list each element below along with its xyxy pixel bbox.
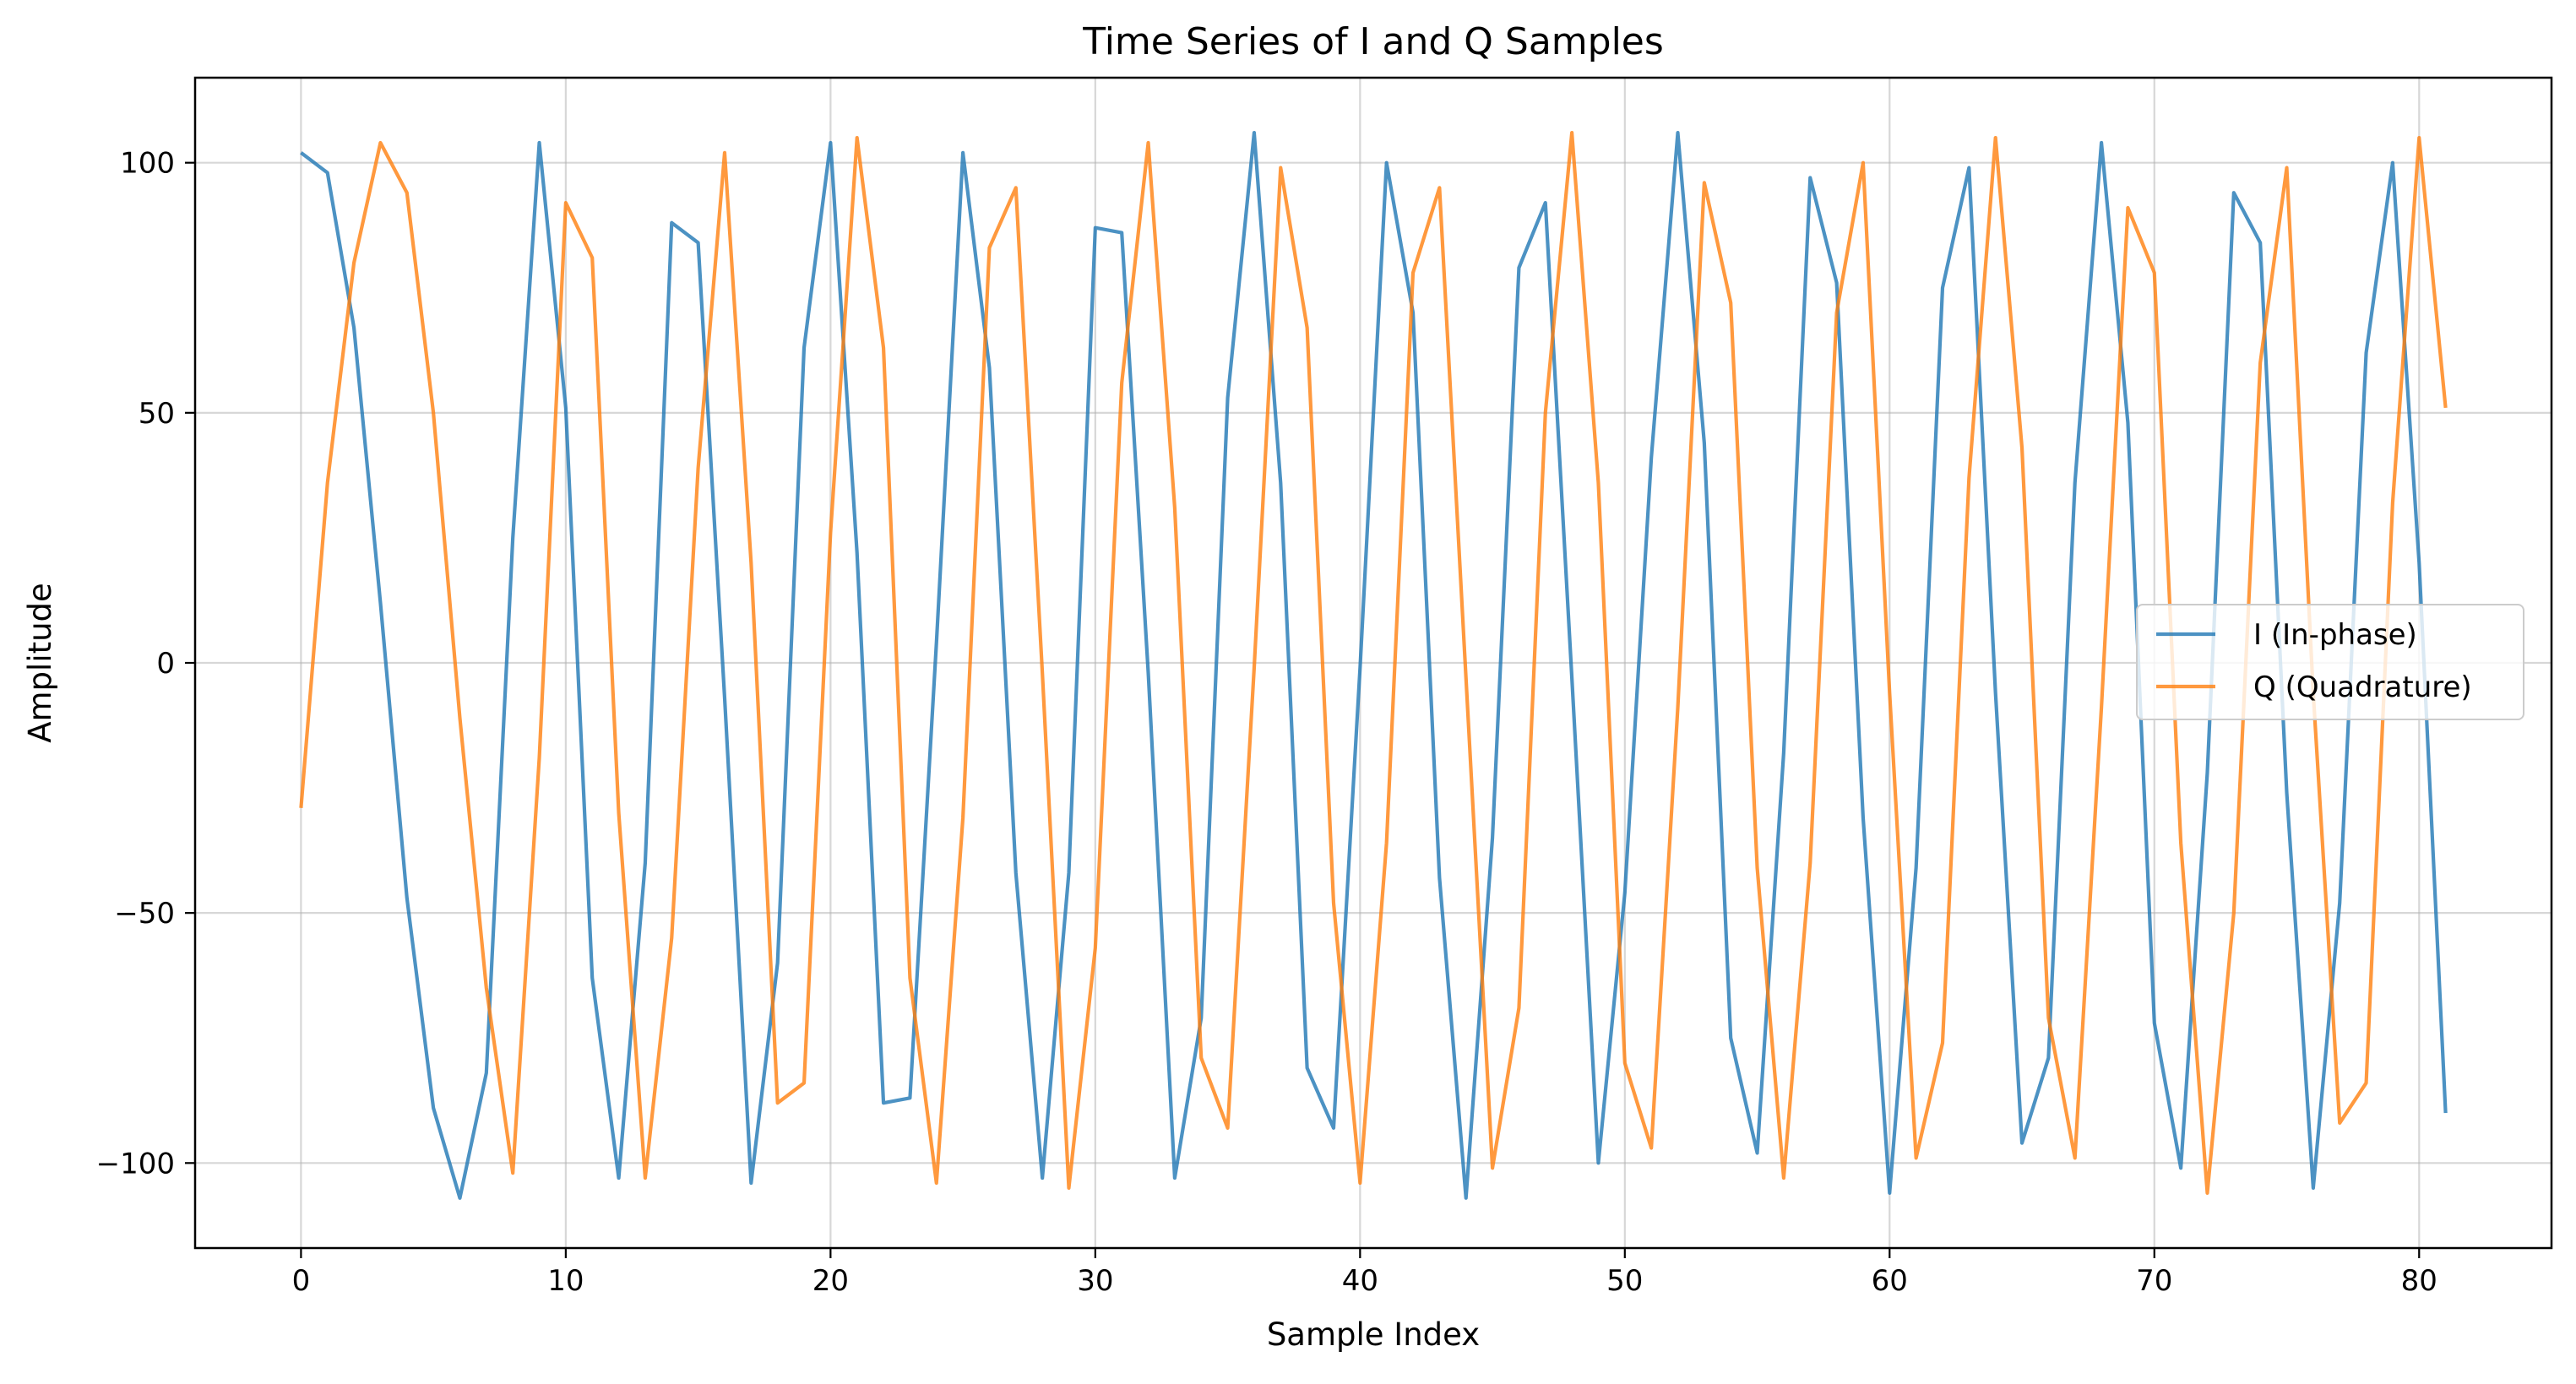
legend: I (In-phase) Q (Quadrature)	[2136, 604, 2524, 720]
series-line-i	[300, 131, 2448, 1200]
x-tick-label: 80	[2401, 1264, 2437, 1298]
x-tick-label: 60	[1872, 1264, 1908, 1298]
axis-ticks: 0 10 20 30 40 50 60 70 80 −100 −50 0 50 100	[96, 147, 2437, 1298]
chart-title: Time Series of I and Q Samples	[1082, 20, 1664, 63]
x-tick-label: 10	[547, 1264, 584, 1298]
x-tick-label: 70	[2136, 1264, 2172, 1298]
legend-label-q: Q (Quadrature)	[2253, 670, 2472, 704]
y-axis-label: Amplitude	[22, 583, 58, 743]
y-tick-label: −100	[96, 1147, 175, 1180]
series-lines	[299, 131, 2448, 1200]
series-line-q	[299, 131, 2448, 1195]
x-tick-label: 40	[1342, 1264, 1378, 1298]
y-tick-label: 100	[120, 147, 175, 181]
x-tick-label: 50	[1606, 1264, 1643, 1298]
y-tick-label: 0	[156, 647, 175, 681]
x-tick-label: 0	[292, 1264, 311, 1298]
y-tick-label: 50	[139, 397, 175, 431]
x-tick-label: 20	[812, 1264, 849, 1298]
legend-label-i: I (In-phase)	[2253, 618, 2417, 652]
legend-box	[2136, 604, 2524, 720]
x-axis-label: Sample Index	[1267, 1316, 1480, 1353]
y-tick-label: −50	[114, 897, 175, 931]
x-tick-label: 30	[1077, 1264, 1113, 1298]
